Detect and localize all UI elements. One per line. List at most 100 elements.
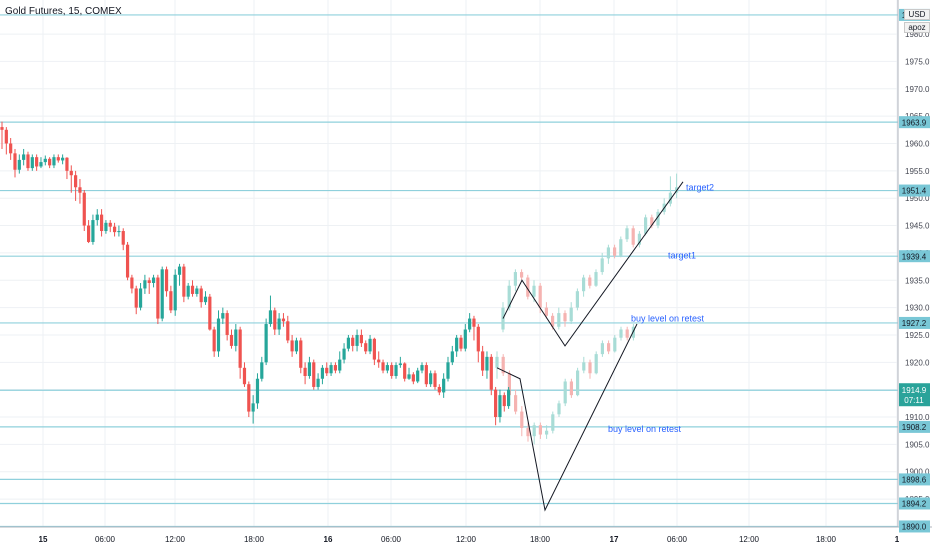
- candle: [125, 244, 130, 278]
- projected-candle: [563, 381, 567, 404]
- scale-mode-label[interactable]: apoz: [904, 22, 930, 33]
- projected-candle: [613, 337, 617, 352]
- annotation-text[interactable]: buy level on retest: [608, 424, 682, 434]
- candle: [247, 384, 251, 412]
- candle: [190, 285, 195, 294]
- annotation-text[interactable]: target2: [686, 182, 714, 192]
- projected-candle: [544, 307, 548, 316]
- candle: [56, 157, 60, 161]
- current-price-label-bg: [899, 383, 930, 407]
- x-tick-label: 12:00: [456, 535, 477, 544]
- level-price-label: 1890.0: [902, 523, 927, 532]
- level-price-label: 1951.4: [902, 187, 927, 196]
- projected-candle: [551, 315, 555, 327]
- x-tick-label: 18:00: [530, 535, 551, 544]
- candle: [450, 351, 454, 363]
- candle: [74, 175, 78, 188]
- candle: [82, 192, 86, 226]
- projected-candle: [501, 356, 505, 374]
- projected-candle: [514, 395, 518, 412]
- candle: [264, 324, 268, 363]
- projected-candle: [588, 362, 592, 374]
- projected-candle: [575, 291, 579, 308]
- candle: [346, 337, 350, 349]
- candle: [186, 285, 190, 297]
- level-price-label: 1908.2: [902, 423, 927, 432]
- candle: [394, 365, 398, 377]
- candle: [229, 334, 234, 346]
- projected-candle: [656, 211, 660, 226]
- annotation-text[interactable]: target1: [668, 251, 696, 261]
- projection-path[interactable]: [502, 181, 684, 347]
- candle: [351, 337, 355, 346]
- candle: [286, 321, 290, 341]
- candle: [91, 220, 95, 242]
- candle: [420, 365, 424, 371]
- candle: [485, 356, 489, 371]
- x-tick-label: 06:00: [95, 535, 116, 544]
- projected-candle: [507, 285, 511, 308]
- candle: [312, 362, 316, 387]
- y-tick-label: 1955.0: [905, 167, 930, 176]
- candle: [316, 378, 320, 387]
- y-tick-label: 1935.0: [905, 276, 930, 285]
- projected-candle: [507, 373, 511, 396]
- candle: [502, 395, 506, 407]
- projected-candle: [637, 233, 641, 245]
- level-price-label: 1927.2: [902, 319, 927, 328]
- projected-candle: [594, 272, 598, 286]
- candle: [416, 370, 420, 382]
- candle: [156, 277, 160, 319]
- candle: [281, 318, 286, 322]
- symbol-title[interactable]: Gold Futures, 15, COMEX: [5, 6, 122, 17]
- candle: [277, 318, 281, 330]
- projected-candle: [569, 381, 573, 396]
- price-axis-panel[interactable]: [898, 0, 932, 550]
- candle: [381, 362, 385, 371]
- candle: [39, 162, 43, 167]
- candle: [216, 318, 221, 352]
- projected-candle: [582, 277, 586, 292]
- candle: [26, 154, 30, 169]
- candle: [268, 310, 273, 325]
- x-tick-label: 15: [39, 535, 48, 544]
- candle: [78, 187, 82, 193]
- candle: [182, 266, 186, 297]
- candle: [99, 214, 104, 232]
- x-tick-label: 17: [610, 535, 619, 544]
- candle: [260, 362, 264, 379]
- candle: [368, 338, 372, 352]
- annotation-text[interactable]: buy level on retest: [631, 314, 705, 324]
- projected-candle: [613, 247, 617, 256]
- x-tick-label: 1: [895, 535, 900, 544]
- candle: [117, 231, 121, 233]
- projection-path[interactable]: [496, 323, 638, 512]
- candle: [199, 288, 203, 303]
- candle: [424, 365, 428, 385]
- candle: [359, 334, 363, 344]
- candle: [195, 288, 199, 294]
- candle: [138, 288, 143, 308]
- projected-candle: [625, 228, 629, 240]
- level-price-label-bg: [899, 497, 930, 510]
- x-tick-label: 18:00: [816, 535, 837, 544]
- y-tick-label: 1905.0: [905, 440, 930, 449]
- projected-candle: [594, 354, 598, 374]
- candle: [208, 296, 212, 330]
- projected-candle: [600, 258, 604, 273]
- candle: [130, 277, 134, 289]
- projected-candle: [619, 329, 623, 338]
- candle: [160, 269, 164, 319]
- candle: [299, 340, 303, 368]
- candle: [242, 367, 247, 385]
- level-price-label-bg: [899, 116, 930, 129]
- projected-candle: [532, 425, 536, 437]
- projected-candle: [513, 272, 517, 286]
- candle: [255, 378, 260, 404]
- projected-candle: [532, 285, 536, 297]
- projected-candle: [538, 425, 542, 435]
- candle: [442, 378, 446, 393]
- projected-candle: [576, 370, 580, 396]
- currency-label[interactable]: USD: [904, 9, 930, 20]
